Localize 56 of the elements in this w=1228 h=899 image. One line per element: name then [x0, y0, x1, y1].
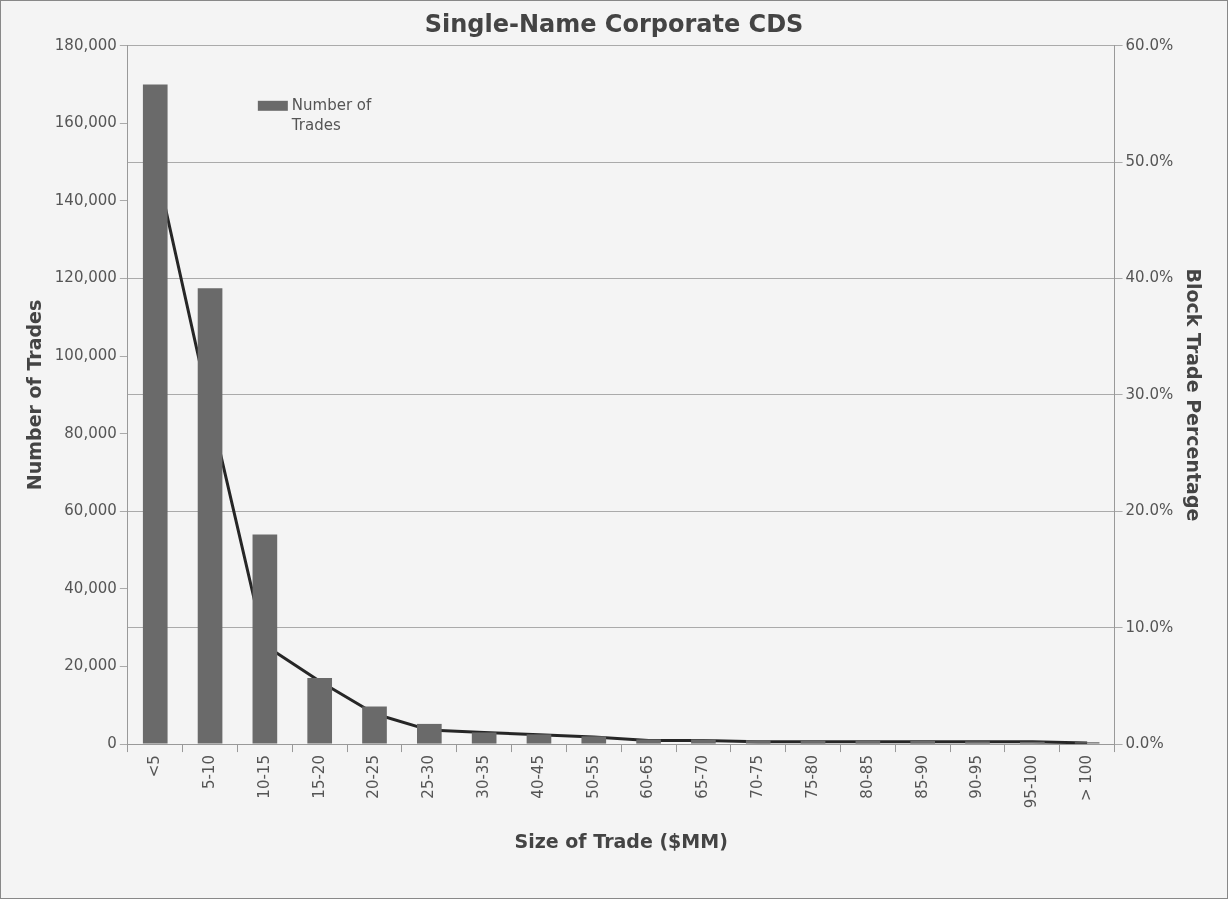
x-tick-label: 15-20 [309, 755, 328, 799]
x-tick-label: > 100 [1077, 755, 1096, 802]
y-tick-label: 60,000 [64, 501, 117, 520]
y2-tick-label: 60.0% [1125, 35, 1174, 54]
y-tick-label: 0 [107, 733, 117, 752]
legend-label: Number of Trades [290, 95, 373, 134]
x-tick-label: 50-55 [583, 755, 602, 799]
x-tick-label: 65-70 [693, 755, 712, 799]
x-tick-label: <5 [145, 755, 164, 778]
y-tick-label: 80,000 [64, 423, 117, 442]
y2-tick-label: 20.0% [1125, 501, 1174, 520]
x-tick-label: 90-95 [967, 755, 986, 799]
bar [745, 740, 771, 744]
y2-tick-label: 30.0% [1125, 384, 1174, 403]
bar [636, 739, 661, 744]
y2-tick-label: 50.0% [1125, 152, 1174, 171]
y-tick-label: 20,000 [64, 656, 117, 675]
y-tick-label: 100,000 [54, 346, 117, 365]
x-tick-label: 10-15 [254, 755, 273, 799]
x-tick-label: 85-90 [912, 755, 931, 799]
x-tick-label: 95-100 [1022, 755, 1041, 809]
x-tick-label: 60-65 [638, 755, 657, 799]
bar [800, 740, 826, 744]
y-axis-title: Number of Trades [23, 299, 46, 491]
bar [965, 741, 990, 744]
y2-tick-label: 40.0% [1125, 268, 1174, 287]
bar [252, 534, 278, 744]
x-tick-label: 20-25 [364, 755, 383, 799]
x-tick-label: 80-85 [857, 755, 876, 799]
y-tick-label: 180,000 [54, 35, 117, 54]
bar [142, 84, 168, 744]
bar [691, 739, 716, 744]
bar [526, 734, 552, 744]
x-axis-title: Size of Trade ($MM) [514, 829, 728, 852]
chart-title: Single-Name Corporate CDS [424, 9, 804, 38]
y-tick-label: 40,000 [64, 578, 117, 597]
bar [581, 736, 607, 744]
y-tick-label: 140,000 [54, 190, 117, 209]
bar [307, 678, 333, 744]
y-tick-label: 160,000 [54, 113, 117, 132]
y2-tick-label: 10.0% [1125, 617, 1174, 636]
x-tick-label: 70-75 [748, 755, 767, 799]
x-tick-label: 25-30 [419, 755, 438, 799]
bar [362, 706, 387, 744]
y2-tick-label: 0.0% [1125, 733, 1164, 752]
x-tick-label: 30-35 [474, 755, 493, 799]
bar [416, 723, 442, 744]
bar [471, 732, 497, 744]
y2-axis-title: Block Trade Percentage [1182, 268, 1205, 522]
bar [197, 288, 223, 744]
bar [910, 740, 936, 744]
y-tick-label: 120,000 [54, 268, 117, 287]
x-tick-label: 5-10 [199, 755, 218, 790]
x-tick-label: 40-45 [528, 755, 547, 799]
x-tick-label: 75-80 [802, 755, 821, 799]
bar [855, 740, 881, 744]
